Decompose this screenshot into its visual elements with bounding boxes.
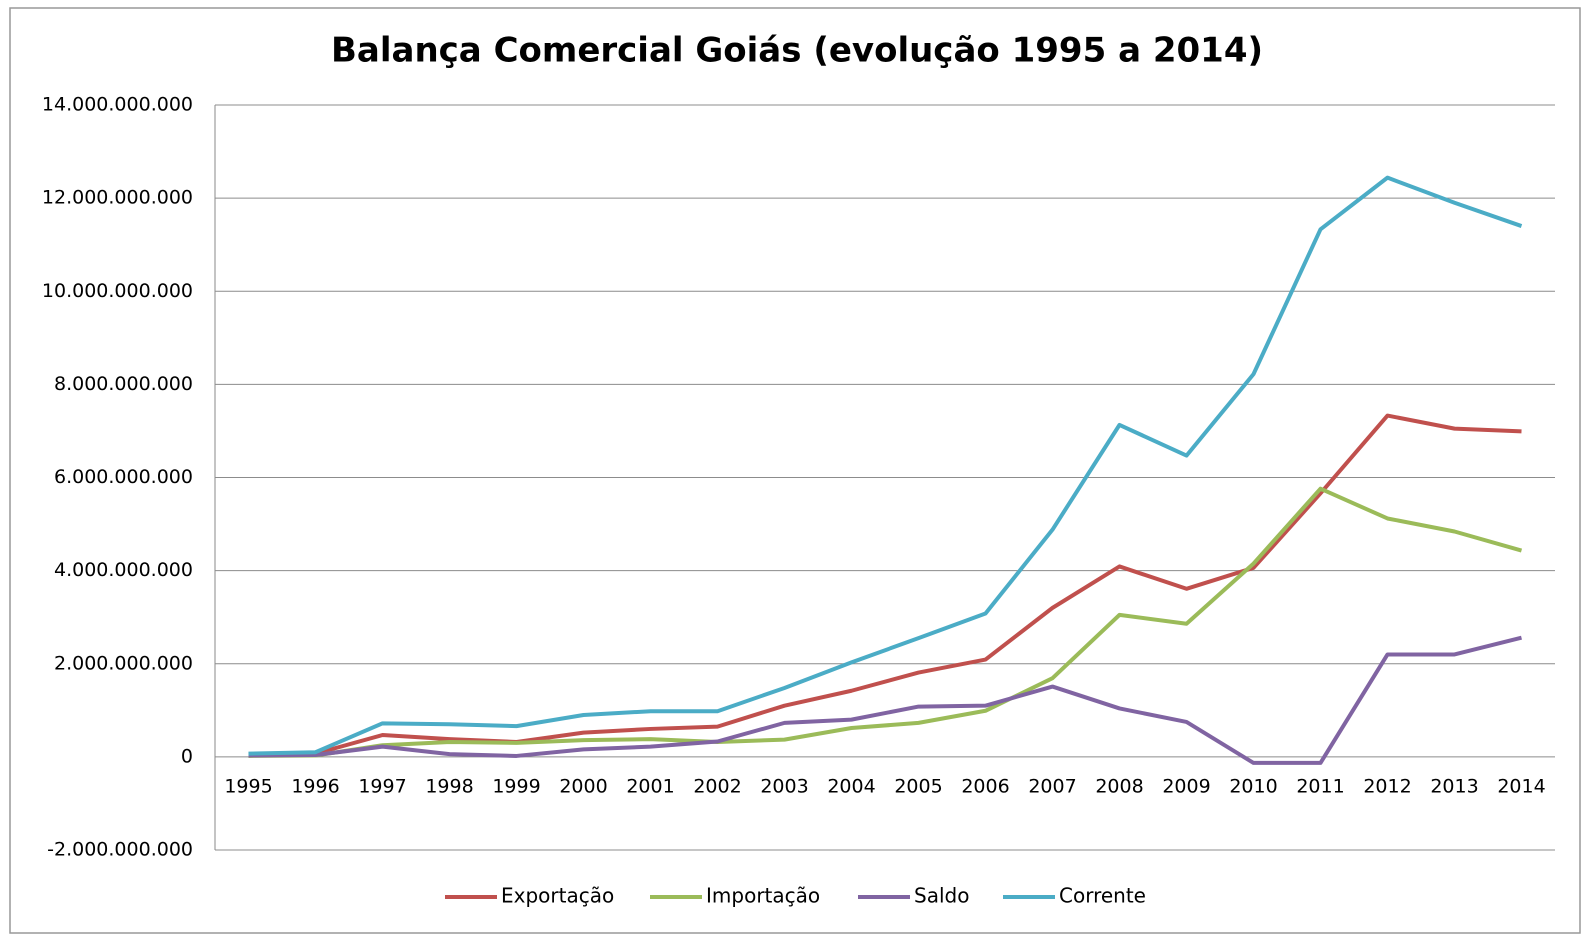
chart-border [9, 7, 1581, 934]
y-tick-label: 14.000.000.000 [42, 94, 193, 116]
legend-label: Exportação [501, 884, 614, 908]
series-line [248, 413, 1522, 757]
x-tick-label: 2007 [1028, 775, 1076, 797]
x-tick-label: 2012 [1363, 775, 1411, 797]
series-line [248, 635, 1522, 765]
x-tick-label: 1995 [224, 775, 272, 797]
legend-label: Corrente [1059, 884, 1146, 908]
legend-label: Importação [706, 884, 820, 908]
x-tick-label: 2014 [1497, 775, 1545, 797]
x-tick-label: 1999 [492, 775, 540, 797]
series-line [248, 486, 1523, 758]
legend-label: Saldo [914, 884, 969, 908]
x-tick-label: 2002 [693, 775, 741, 797]
series-line [248, 175, 1523, 756]
x-tick-label: 2011 [1296, 775, 1344, 797]
x-tick-label: 2004 [827, 775, 875, 797]
x-tick-label: 2001 [626, 775, 674, 797]
x-tick-label: 2005 [894, 775, 942, 797]
x-tick-label: 2003 [760, 775, 808, 797]
x-tick-label: 1997 [358, 775, 406, 797]
y-tick-label: 0 [181, 745, 193, 767]
y-tick-label: 4.000.000.000 [54, 559, 193, 581]
x-tick-label: 1996 [291, 775, 339, 797]
y-tick-label: 12.000.000.000 [42, 187, 193, 209]
y-tick-label: 2.000.000.000 [54, 652, 193, 674]
y-tick-label: -2.000.000.000 [47, 839, 193, 861]
x-tick-label: 2010 [1229, 775, 1277, 797]
x-tick-label: 2009 [1162, 775, 1210, 797]
x-tick-label: 2006 [961, 775, 1009, 797]
chart-title: Balança Comercial Goiás (evolução 1995 a… [331, 31, 1263, 71]
x-tick-label: 2000 [559, 775, 607, 797]
x-tick-label: 1998 [425, 775, 473, 797]
x-tick-label: 2008 [1095, 775, 1143, 797]
x-tick-label: 2013 [1430, 775, 1478, 797]
y-tick-label: 10.000.000.000 [42, 280, 193, 302]
y-tick-label: 6.000.000.000 [54, 466, 193, 488]
y-tick-label: 8.000.000.000 [54, 373, 193, 395]
